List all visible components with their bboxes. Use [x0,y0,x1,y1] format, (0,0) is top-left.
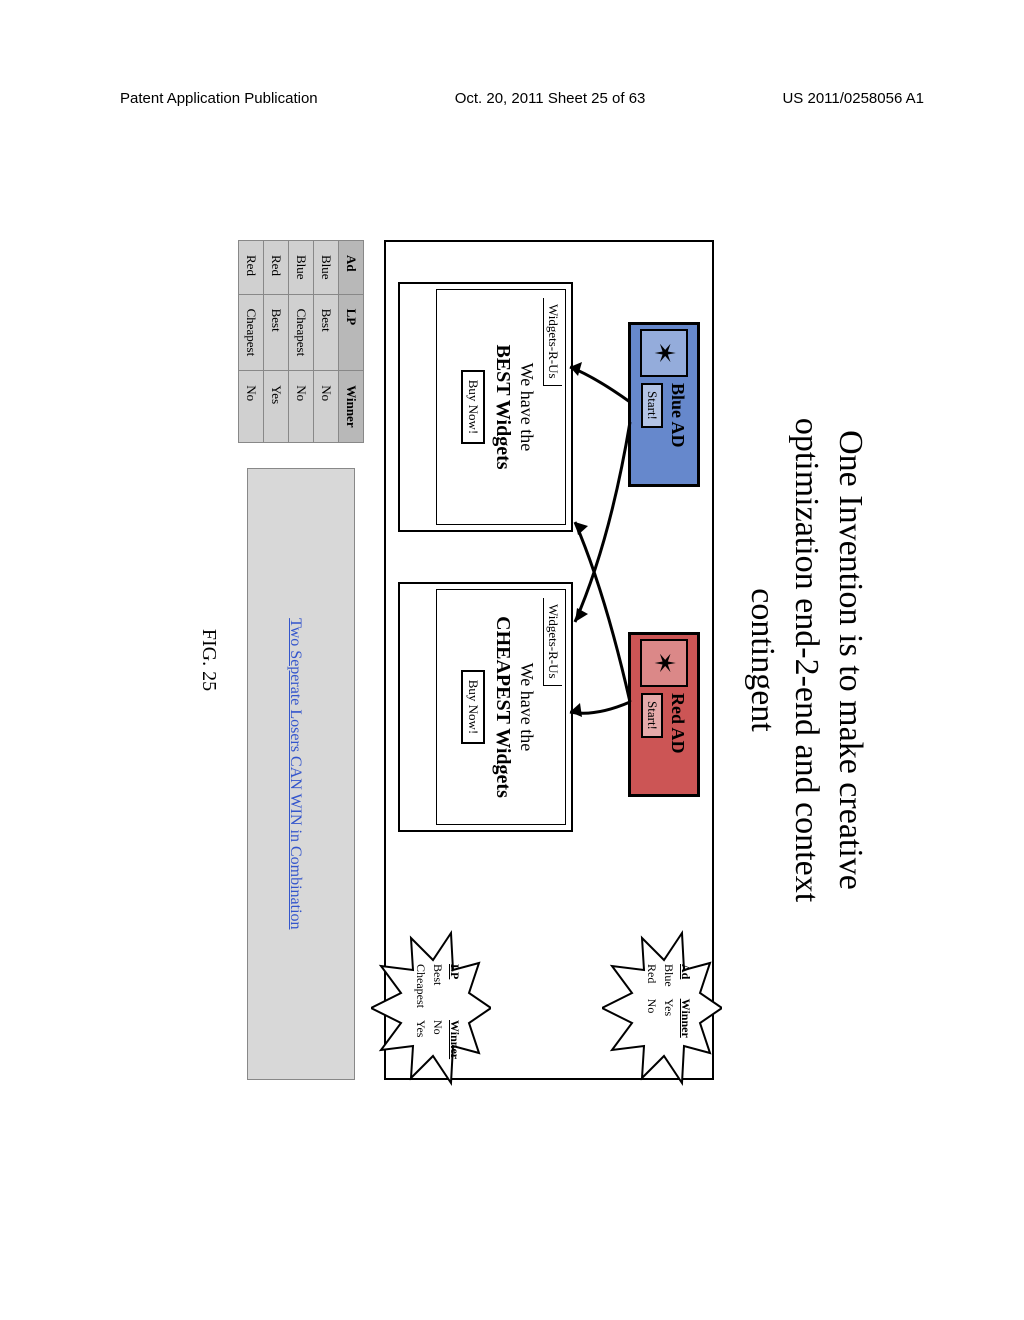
lp-best-cta-button[interactable]: Buy Now! [461,370,485,445]
header-right: US 2011/0258056 A1 [782,90,924,107]
star-icon: ✶ [640,639,688,687]
col-winner: Winner [446,1014,463,1065]
lp-cheapest-headline: CHEAPEST Widgets [491,598,514,816]
table-row: BlueCheapestNo [289,241,314,443]
blue-ad-card: ✶ Blue AD Start! [628,322,700,487]
cell: No [429,1014,446,1065]
lp-cheapest-cta-button[interactable]: Buy Now! [461,670,485,745]
page-header: Patent Application Publication Oct. 20, … [120,90,924,107]
figure-content: One Invention is to make creative optimi… [152,200,872,1120]
col-lp: LP [446,958,463,1014]
slide-title: One Invention is to make creative optimi… [739,200,872,1120]
header-center: Oct. 20, 2011 Sheet 25 of 63 [455,90,646,107]
title-line3: contingent [739,200,783,1120]
table-row: BlueBestNo [314,241,339,443]
col-lp: LP [339,294,364,371]
star-icon: ✶ [640,329,688,377]
cell: Blue [660,958,677,993]
cell: Yes [412,1014,429,1065]
diagram-frame: ✶ Blue AD Start! ✶ Red AD Start! Widgets… [384,240,714,1080]
combination-section: Ad LP Winner BlueBestNo BlueCheapestNo R… [238,240,364,1080]
blue-ad-label: Blue AD [667,383,688,448]
lp-tagline: We have the [516,298,537,516]
col-ad: Ad [339,241,364,295]
lp-best-headline: BEST Widgets [491,298,514,516]
arrow-red-to-best [550,512,630,712]
arrow-red-to-cheapest [550,692,630,762]
table-row: RedBestYes [264,241,289,443]
col-winner: Winner [339,371,364,442]
cell: Best [429,958,446,1014]
figure-label: FIG. 25 [197,200,220,1120]
cell: Cheapest [412,958,429,1014]
header-left: Patent Application Publication [120,90,318,107]
title-line1: One Invention is to make creative [828,200,872,1120]
cell: Yes [660,993,677,1044]
ad-winner-table: AdWinner BlueYes RedNo [643,958,694,1044]
lp-winner-table: LPWinner BestNo CheapestYes [412,958,463,1065]
cell: Red [643,958,660,993]
ad-winner-burst: AdWinner BlueYes RedNo [602,928,722,1088]
col-winner: Winner [677,993,694,1044]
col-ad: Ad [677,958,694,993]
landing-page-cheapest: Widgets-R-Us We have the CHEAPEST Widget… [398,582,573,832]
red-ad-start-button[interactable]: Start! [641,693,663,738]
title-line2: optimization end-2-end and context [784,200,828,1120]
table-row: RedCheapestNo [239,241,264,443]
combination-caption: Two Seperate Losers CAN WIN in Combinati… [247,468,355,1080]
red-ad-label: Red AD [667,693,688,754]
landing-page-best: Widgets-R-Us We have the BEST Widgets Bu… [398,282,573,532]
cell: No [643,993,660,1044]
blue-ad-start-button[interactable]: Start! [641,383,663,428]
lp-winner-burst: LPWinner BestNo CheapestYes [371,928,491,1088]
red-ad-card: ✶ Red AD Start! [628,632,700,797]
lp-tagline: We have the [516,598,537,816]
combination-table: Ad LP Winner BlueBestNo BlueCheapestNo R… [238,240,364,443]
